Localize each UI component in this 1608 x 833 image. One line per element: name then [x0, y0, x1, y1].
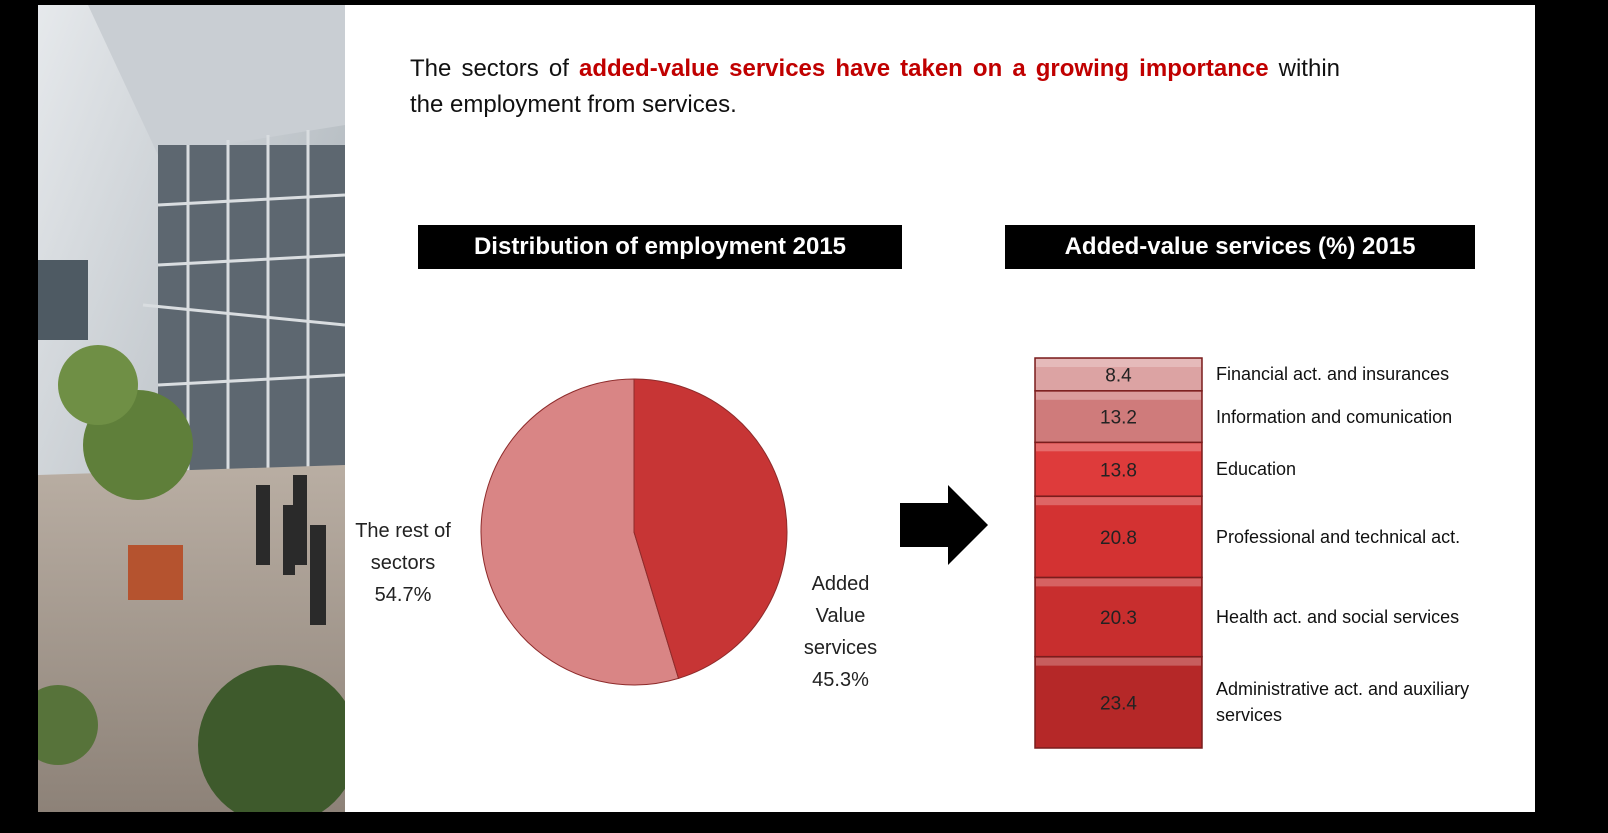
- bar-segment: [1034, 357, 1203, 392]
- chart-title: Distribution of employment 2015: [418, 225, 902, 269]
- bar-shine: [1036, 578, 1201, 587]
- legend-label: Financial act. and insurances: [1216, 364, 1450, 385]
- bar-shine: [1036, 391, 1201, 400]
- headline-highlight: added-value services have taken on a gro…: [579, 55, 1269, 82]
- bar-segment: [1034, 576, 1203, 658]
- headline-text: The sectors of: [410, 55, 569, 82]
- headline: The sectors of added-value services have…: [410, 51, 1340, 123]
- bar-segment: [1034, 655, 1203, 749]
- headline-text: within the employment from services.: [410, 55, 1340, 118]
- value-label: 20.8: [1100, 528, 1137, 549]
- bar-shine: [1036, 657, 1201, 666]
- legend-label: Administrative act. and auxiliary servic…: [1216, 679, 1470, 726]
- value-label: 8.4: [1105, 365, 1132, 386]
- arrow: [900, 485, 988, 565]
- pie-slice: [480, 378, 680, 686]
- pie-slice: [633, 378, 788, 680]
- value-label: 45.3%: [812, 669, 869, 691]
- legend-label: Education: [1216, 459, 1297, 480]
- charts: 23.4 20.3 20.8 13.8 13.2 8.4: [480, 357, 1203, 749]
- bar-segment: [1034, 390, 1203, 444]
- slice-label: Added Value services 45.3%: [793, 568, 888, 696]
- slide-panel: The sectors of added-value services have…: [38, 5, 1535, 812]
- value-label: 13.2: [1100, 408, 1137, 429]
- bar-shine: [1036, 443, 1201, 452]
- photo: [38, 5, 345, 812]
- value-label: 13.8: [1100, 460, 1137, 481]
- value-label: 20.3: [1100, 608, 1137, 629]
- category-label: The rest of sectors: [355, 520, 451, 574]
- category-label: Added Value services: [803, 573, 878, 659]
- chart-title: Added-value services (%) 2015: [1005, 225, 1475, 269]
- legend-label: Information and comunication: [1216, 406, 1453, 427]
- value-label: 23.4: [1100, 693, 1137, 714]
- value-label: 54.7%: [374, 584, 432, 606]
- bar-shine: [1036, 497, 1201, 506]
- legend-label: Health act. and social services: [1216, 607, 1460, 628]
- bar-segment: [1034, 441, 1203, 497]
- bar-shine: [1036, 359, 1201, 367]
- legend-label: Professional and technical act.: [1216, 526, 1461, 547]
- slice-label: The rest of sectors 54.7%: [338, 515, 468, 611]
